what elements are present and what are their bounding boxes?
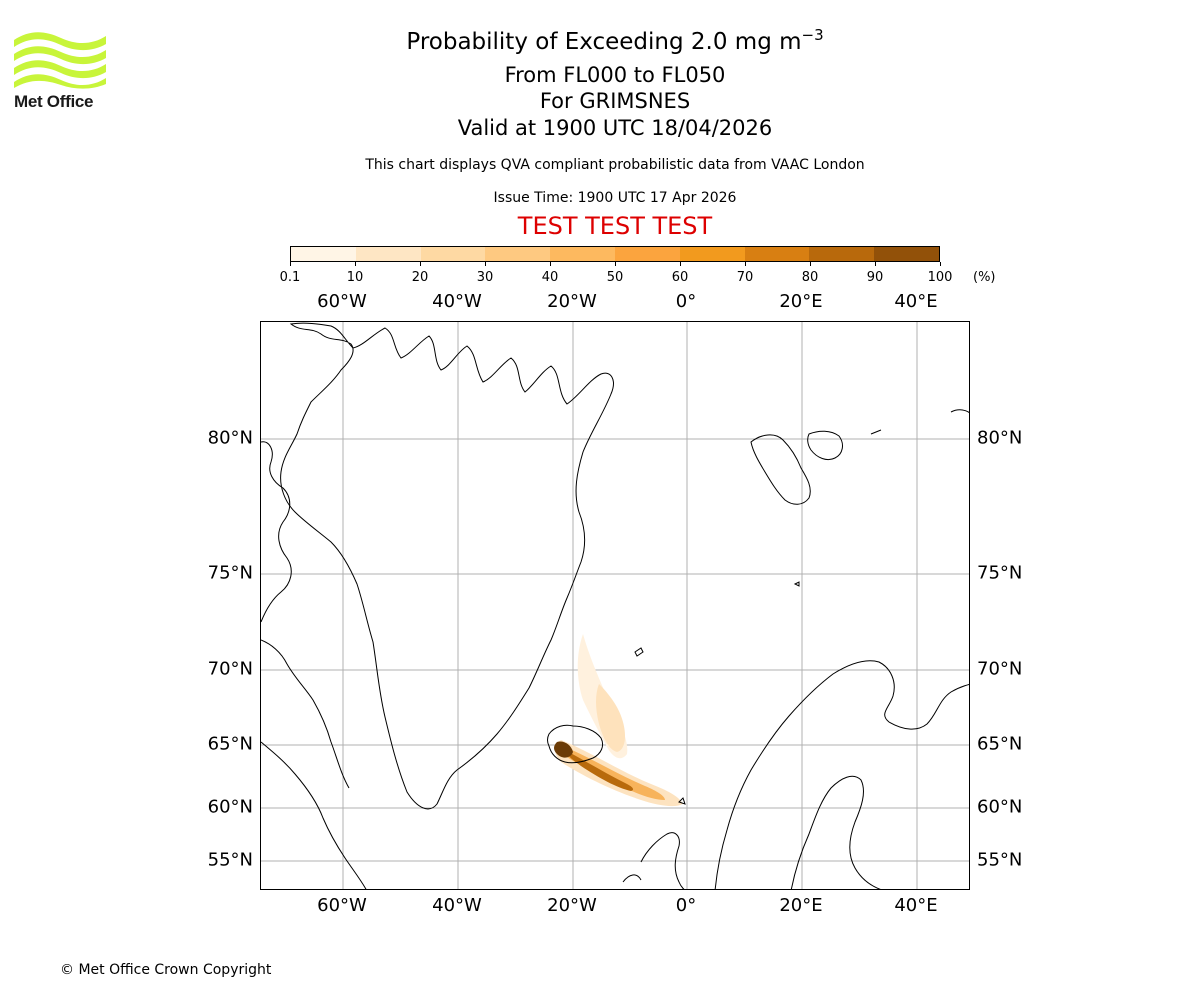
colorbar-segment-2 — [420, 247, 486, 261]
test-banner: TEST TEST TEST — [517, 212, 713, 240]
bear-island-coastline — [793, 581, 800, 587]
iceland-coastline — [547, 724, 604, 764]
canadian-arctic-coastline — [261, 441, 292, 623]
scandinavia-coastline — [714, 660, 969, 889]
colorbar-tickmark-0 — [290, 262, 291, 266]
map-svg — [261, 322, 969, 889]
chart-title-superscript: −3 — [801, 26, 824, 44]
lon-label-top-1: 40°W — [432, 291, 482, 312]
lon-label-bottom-3: 0° — [675, 895, 697, 916]
colorbar-tick-label-0: 0.1 — [279, 270, 301, 285]
colorbar-tick-label-6: 60 — [671, 270, 689, 285]
copyright-notice: © Met Office Crown Copyright — [60, 962, 272, 978]
franz-josef-coastline — [870, 409, 969, 435]
baffin-coastline — [261, 639, 350, 789]
colorbar-segment-3 — [485, 247, 551, 261]
colorbar-tick-label-9: 90 — [866, 270, 884, 285]
location-title: For GRIMSNES — [539, 89, 691, 113]
colorbar-tick-label-8: 80 — [801, 270, 819, 285]
colorbar-tickmark-9 — [875, 262, 876, 266]
lon-label-top-5: 40°E — [894, 291, 938, 312]
lon-label-top-2: 20°W — [547, 291, 597, 312]
colorbar-tickmark-1 — [355, 262, 356, 266]
jan-mayen-coastline — [634, 647, 644, 657]
colorbar-tick-label-1: 10 — [346, 270, 364, 285]
lat-label-right-3: 65°N — [977, 733, 1023, 755]
colorbar-segment-9 — [874, 247, 939, 261]
baltic-coastline — [790, 775, 881, 889]
flight-level-title: From FL000 to FL050 — [504, 63, 726, 87]
lat-label-right-2: 70°N — [977, 658, 1023, 680]
lon-label-bottom-5: 40°E — [894, 895, 938, 916]
lat-label-left-4: 60°N — [207, 796, 253, 818]
colorbar-tick-label-2: 20 — [411, 270, 429, 285]
lon-label-top-3: 0° — [675, 291, 697, 312]
met-office-wave-icon — [14, 32, 106, 89]
colorbar-tickmark-7 — [745, 262, 746, 266]
colorbar-tickmark-10 — [940, 262, 941, 266]
colorbar-tick-label-10: 100 — [927, 270, 953, 285]
lat-label-left-0: 80°N — [207, 427, 253, 449]
british-isles-coastline — [622, 832, 685, 889]
colorbar-unit: (%) — [973, 270, 996, 285]
svalbard-coastline — [750, 430, 843, 505]
coastlines — [261, 322, 969, 889]
logo-text: Met Office — [14, 92, 94, 111]
lat-label-right-1: 75°N — [977, 562, 1023, 584]
colorbar-tickmark-4 — [550, 262, 551, 266]
lat-label-right-4: 60°N — [977, 796, 1023, 818]
faroe-coastline — [678, 797, 686, 805]
plume-source — [554, 741, 573, 758]
lat-label-left-5: 55°N — [207, 849, 253, 871]
plume-southeast-core — [565, 750, 634, 791]
chart-title-text: Probability of Exceeding 2.0 mg m — [406, 29, 802, 55]
chart-title: Probability of Exceeding 2.0 mg m−3 — [0, 26, 1200, 55]
colorbar-tick-label-5: 50 — [606, 270, 624, 285]
colorbar-segment-0 — [291, 247, 356, 261]
lon-label-bottom-0: 60°W — [317, 895, 367, 916]
colorbar-tick-label-4: 40 — [541, 270, 559, 285]
lon-label-top-4: 20°E — [779, 291, 823, 312]
colorbar-segment-8 — [809, 247, 875, 261]
map-panel — [260, 321, 970, 890]
valid-time-title: Valid at 1900 UTC 18/04/2026 — [457, 116, 773, 140]
colorbar-tickmark-3 — [485, 262, 486, 266]
colorbar-segment-4 — [550, 247, 615, 261]
colorbar-segment-7 — [744, 247, 810, 261]
gridlines — [261, 322, 969, 889]
colorbar-segment-1 — [355, 247, 421, 261]
lat-label-left-1: 75°N — [207, 562, 253, 584]
lat-label-left-2: 70°N — [207, 658, 253, 680]
lat-label-left-3: 65°N — [207, 733, 253, 755]
colorbar-tickmark-5 — [615, 262, 616, 266]
colorbar-segment-6 — [679, 247, 745, 261]
lon-label-bottom-4: 20°E — [779, 895, 823, 916]
lat-label-right-5: 55°N — [977, 849, 1023, 871]
colorbar-tick-label-7: 70 — [736, 270, 754, 285]
plume-north-mid — [596, 684, 625, 752]
met-office-logo: Met Office — [14, 30, 109, 112]
colorbar-tickmark-6 — [680, 262, 681, 266]
chart-subtitle: This chart displays QVA compliant probab… — [365, 157, 865, 173]
lat-label-right-0: 80°N — [977, 427, 1023, 449]
issue-time: Issue Time: 1900 UTC 17 Apr 2026 — [493, 190, 737, 206]
colorbar — [290, 246, 940, 262]
lon-label-top-0: 60°W — [317, 291, 367, 312]
greenland-coastline — [280, 322, 614, 810]
lon-label-bottom-2: 20°W — [547, 895, 597, 916]
labrador-coastline — [261, 741, 367, 889]
colorbar-tick-label-3: 30 — [476, 270, 494, 285]
colorbar-segment-5 — [614, 247, 680, 261]
colorbar-tickmark-8 — [810, 262, 811, 266]
lon-label-bottom-1: 40°W — [432, 895, 482, 916]
colorbar-tickmark-2 — [420, 262, 421, 266]
